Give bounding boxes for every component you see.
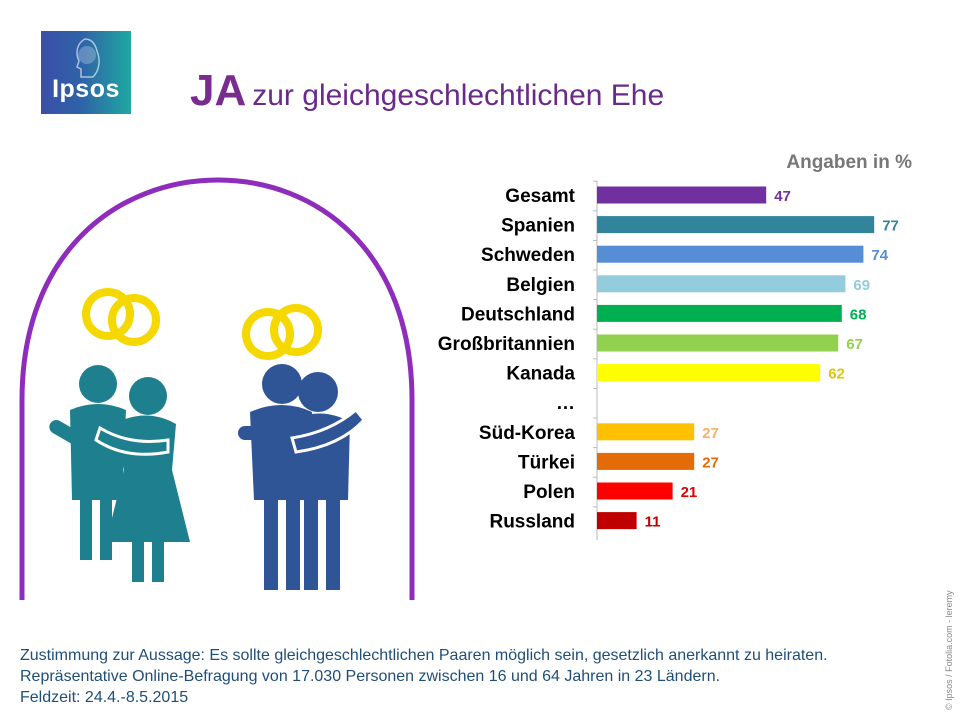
bar [597, 275, 846, 293]
hetero-couple-icon [49, 365, 190, 582]
category-label: Russland [489, 512, 575, 533]
logo-head-silhouette-icon [76, 38, 100, 78]
value-label: 11 [645, 514, 661, 531]
category-label: Kanada [506, 364, 575, 385]
value-label: 27 [702, 425, 719, 442]
category-label: … [556, 393, 575, 414]
footnote-method: Repräsentative Online-Befragung von 17.0… [20, 668, 721, 685]
value-label: 21 [681, 484, 698, 501]
category-label: Türkei [518, 452, 575, 473]
bar [597, 304, 842, 322]
bar [597, 452, 695, 470]
category-label: Polen [523, 482, 575, 503]
footnote-fieldwork: Feldzeit: 24.4.-8.5.2015 [20, 689, 189, 706]
value-label: 47 [774, 188, 791, 205]
value-label: 74 [871, 247, 888, 264]
title-bold: JA [190, 66, 247, 115]
footnote-statement: Zustimmung zur Aussage: Es sollte gleich… [20, 647, 828, 664]
wedding-rings-icon [242, 304, 322, 360]
wedding-rings-icon [82, 288, 160, 346]
category-label: Süd-Korea [479, 423, 576, 444]
category-label: Spanien [501, 216, 575, 237]
bar [597, 423, 695, 441]
bar [597, 216, 875, 234]
couples-illustration [19, 177, 415, 600]
image-credit: © Ipsos / Fotolia.com - leremy [944, 590, 954, 710]
value-label: 62 [828, 366, 845, 383]
category-label: Schweden [481, 245, 575, 266]
male-couple-icon [238, 364, 366, 590]
category-label: Großbritannien [438, 334, 575, 355]
arch-outline [19, 177, 415, 600]
category-label: Gesamt [505, 186, 575, 207]
bar-chart: Gesamt 47 Spanien 77 Schweden 74 Belgien 69 Deut… [438, 180, 899, 541]
category-label: Deutschland [461, 304, 575, 325]
bar [597, 364, 821, 382]
bar [597, 245, 864, 263]
logo-text: Ipsos [52, 75, 120, 103]
bar [597, 512, 637, 530]
value-label: 69 [853, 277, 870, 294]
value-label: 68 [850, 306, 867, 323]
bar [597, 482, 673, 500]
page-title: JA zur gleichgeschlechtlichen Ehe [190, 66, 664, 116]
category-label: Belgien [506, 275, 575, 296]
bar [597, 186, 767, 204]
value-label: 77 [882, 218, 899, 235]
footnote: Zustimmung zur Aussage: Es sollte gleich… [20, 645, 828, 708]
value-label: 67 [846, 336, 863, 353]
title-rest: zur gleichgeschlechtlichen Ehe [252, 79, 665, 112]
ipsos-logo: Ipsos [41, 31, 131, 114]
bar [597, 334, 839, 352]
unit-label: Angaben in % [786, 152, 912, 173]
value-label: 27 [702, 454, 719, 471]
